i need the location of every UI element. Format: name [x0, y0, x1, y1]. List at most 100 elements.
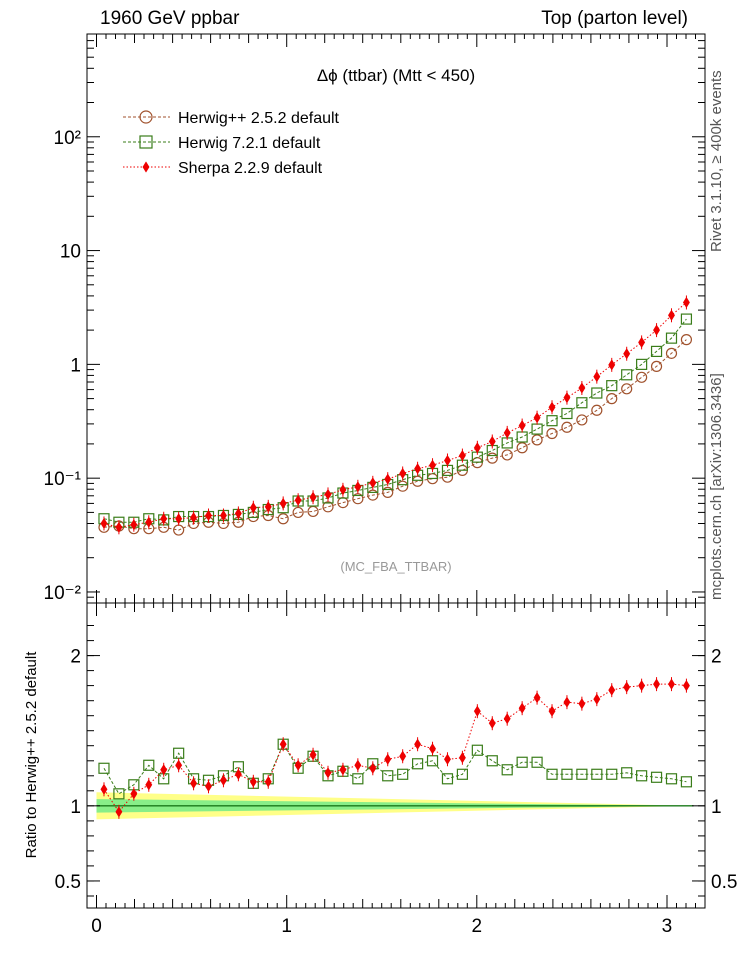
data-point — [279, 497, 287, 510]
data-point — [115, 521, 123, 533]
data-point — [668, 309, 675, 321]
series-line — [103, 339, 687, 531]
data-point — [130, 519, 138, 531]
data-point — [546, 415, 558, 427]
data-point — [473, 705, 481, 717]
data-point — [623, 681, 631, 693]
data-point — [414, 738, 422, 750]
data-point — [680, 776, 693, 788]
data-point — [429, 743, 437, 755]
data-point — [501, 764, 513, 776]
data-point — [503, 427, 511, 439]
data-point — [621, 383, 633, 395]
data-point — [503, 713, 511, 725]
data-point — [205, 509, 213, 522]
data-point — [606, 393, 618, 405]
ratio-panel: 0.5 0.5 1 1 2 2 0 1 2 3 Ratio to Herwig++ 2.5.2 de… — [23, 602, 737, 937]
header-process-label: Top (parton level) — [541, 8, 688, 29]
data-point — [636, 371, 648, 383]
data-point — [486, 452, 498, 464]
data-point — [578, 382, 586, 394]
data-point — [561, 768, 573, 780]
data-point — [277, 513, 289, 525]
data-point — [397, 768, 409, 780]
legend-entry: Herwig++ 2.5.2 default — [123, 110, 340, 127]
data-point — [399, 467, 407, 480]
data-point — [234, 768, 242, 780]
data-point — [98, 762, 110, 774]
data-point — [384, 473, 392, 485]
data-point — [606, 380, 618, 392]
x-tick-label: 2 — [472, 916, 483, 937]
data-point — [382, 486, 394, 498]
data-point — [339, 764, 347, 776]
data-point — [682, 679, 690, 692]
data-point — [142, 161, 150, 173]
data-point — [145, 516, 153, 528]
data-point — [623, 348, 631, 360]
data-point — [113, 788, 125, 800]
data-point — [561, 421, 573, 433]
data-point — [173, 747, 185, 759]
data-point — [441, 773, 454, 785]
ratio-series-square — [98, 738, 693, 800]
data-point — [412, 475, 424, 487]
series-diamond — [100, 295, 690, 535]
legend-label: Herwig 7.2.1 default — [178, 135, 321, 152]
data-point — [563, 696, 571, 708]
data-point — [576, 768, 588, 780]
y-tick-label: 2 — [70, 647, 81, 668]
data-point — [130, 788, 138, 800]
data-point — [608, 359, 616, 371]
data-point — [399, 750, 407, 762]
y-tick-label-right: 2 — [711, 647, 722, 668]
data-point — [143, 759, 155, 771]
data-point — [292, 506, 304, 519]
data-point — [100, 517, 108, 530]
data-point — [680, 313, 693, 325]
data-point — [190, 511, 198, 524]
data-point — [324, 767, 332, 779]
data-point — [548, 705, 556, 717]
series-line — [103, 683, 687, 813]
data-point — [533, 412, 541, 424]
data-point — [638, 679, 646, 692]
y-tick-label: 10⁻¹ — [44, 469, 82, 490]
data-point — [412, 758, 424, 770]
data-point — [309, 491, 317, 503]
series-line — [103, 743, 687, 795]
data-point — [456, 768, 469, 780]
data-point — [606, 768, 618, 780]
data-point — [279, 738, 287, 750]
x-tick-label: 1 — [281, 916, 292, 937]
data-point — [100, 783, 108, 795]
data-point — [190, 777, 198, 789]
data-point — [488, 435, 496, 448]
series-circle — [98, 334, 693, 536]
data-point — [219, 774, 227, 786]
ratio-plot-frame — [86, 602, 706, 909]
data-point — [621, 369, 633, 381]
data-point — [516, 756, 528, 768]
data-point — [516, 442, 528, 454]
data-point — [650, 360, 663, 372]
data-point — [650, 771, 663, 783]
data-point — [668, 678, 675, 690]
data-point — [531, 756, 543, 768]
data-point — [665, 332, 678, 344]
data-point — [563, 391, 571, 404]
header-energy-label: 1960 GeV ppbar — [100, 8, 240, 29]
data-point — [414, 463, 422, 475]
data-point — [458, 449, 466, 462]
data-point — [593, 370, 601, 383]
data-point — [561, 407, 573, 420]
data-point — [354, 759, 362, 771]
data-point — [638, 336, 646, 349]
data-point — [139, 110, 153, 124]
data-point — [249, 502, 257, 514]
data-point — [219, 509, 227, 522]
main-panel: 10⁻² 10⁻¹ 1 10 10² Δϕ (ttbar) (Mtt < 450) (MC_… — [44, 33, 706, 604]
data-point — [518, 702, 526, 714]
legend-label: Herwig++ 2.5.2 default — [178, 110, 340, 127]
data-point — [680, 334, 693, 346]
